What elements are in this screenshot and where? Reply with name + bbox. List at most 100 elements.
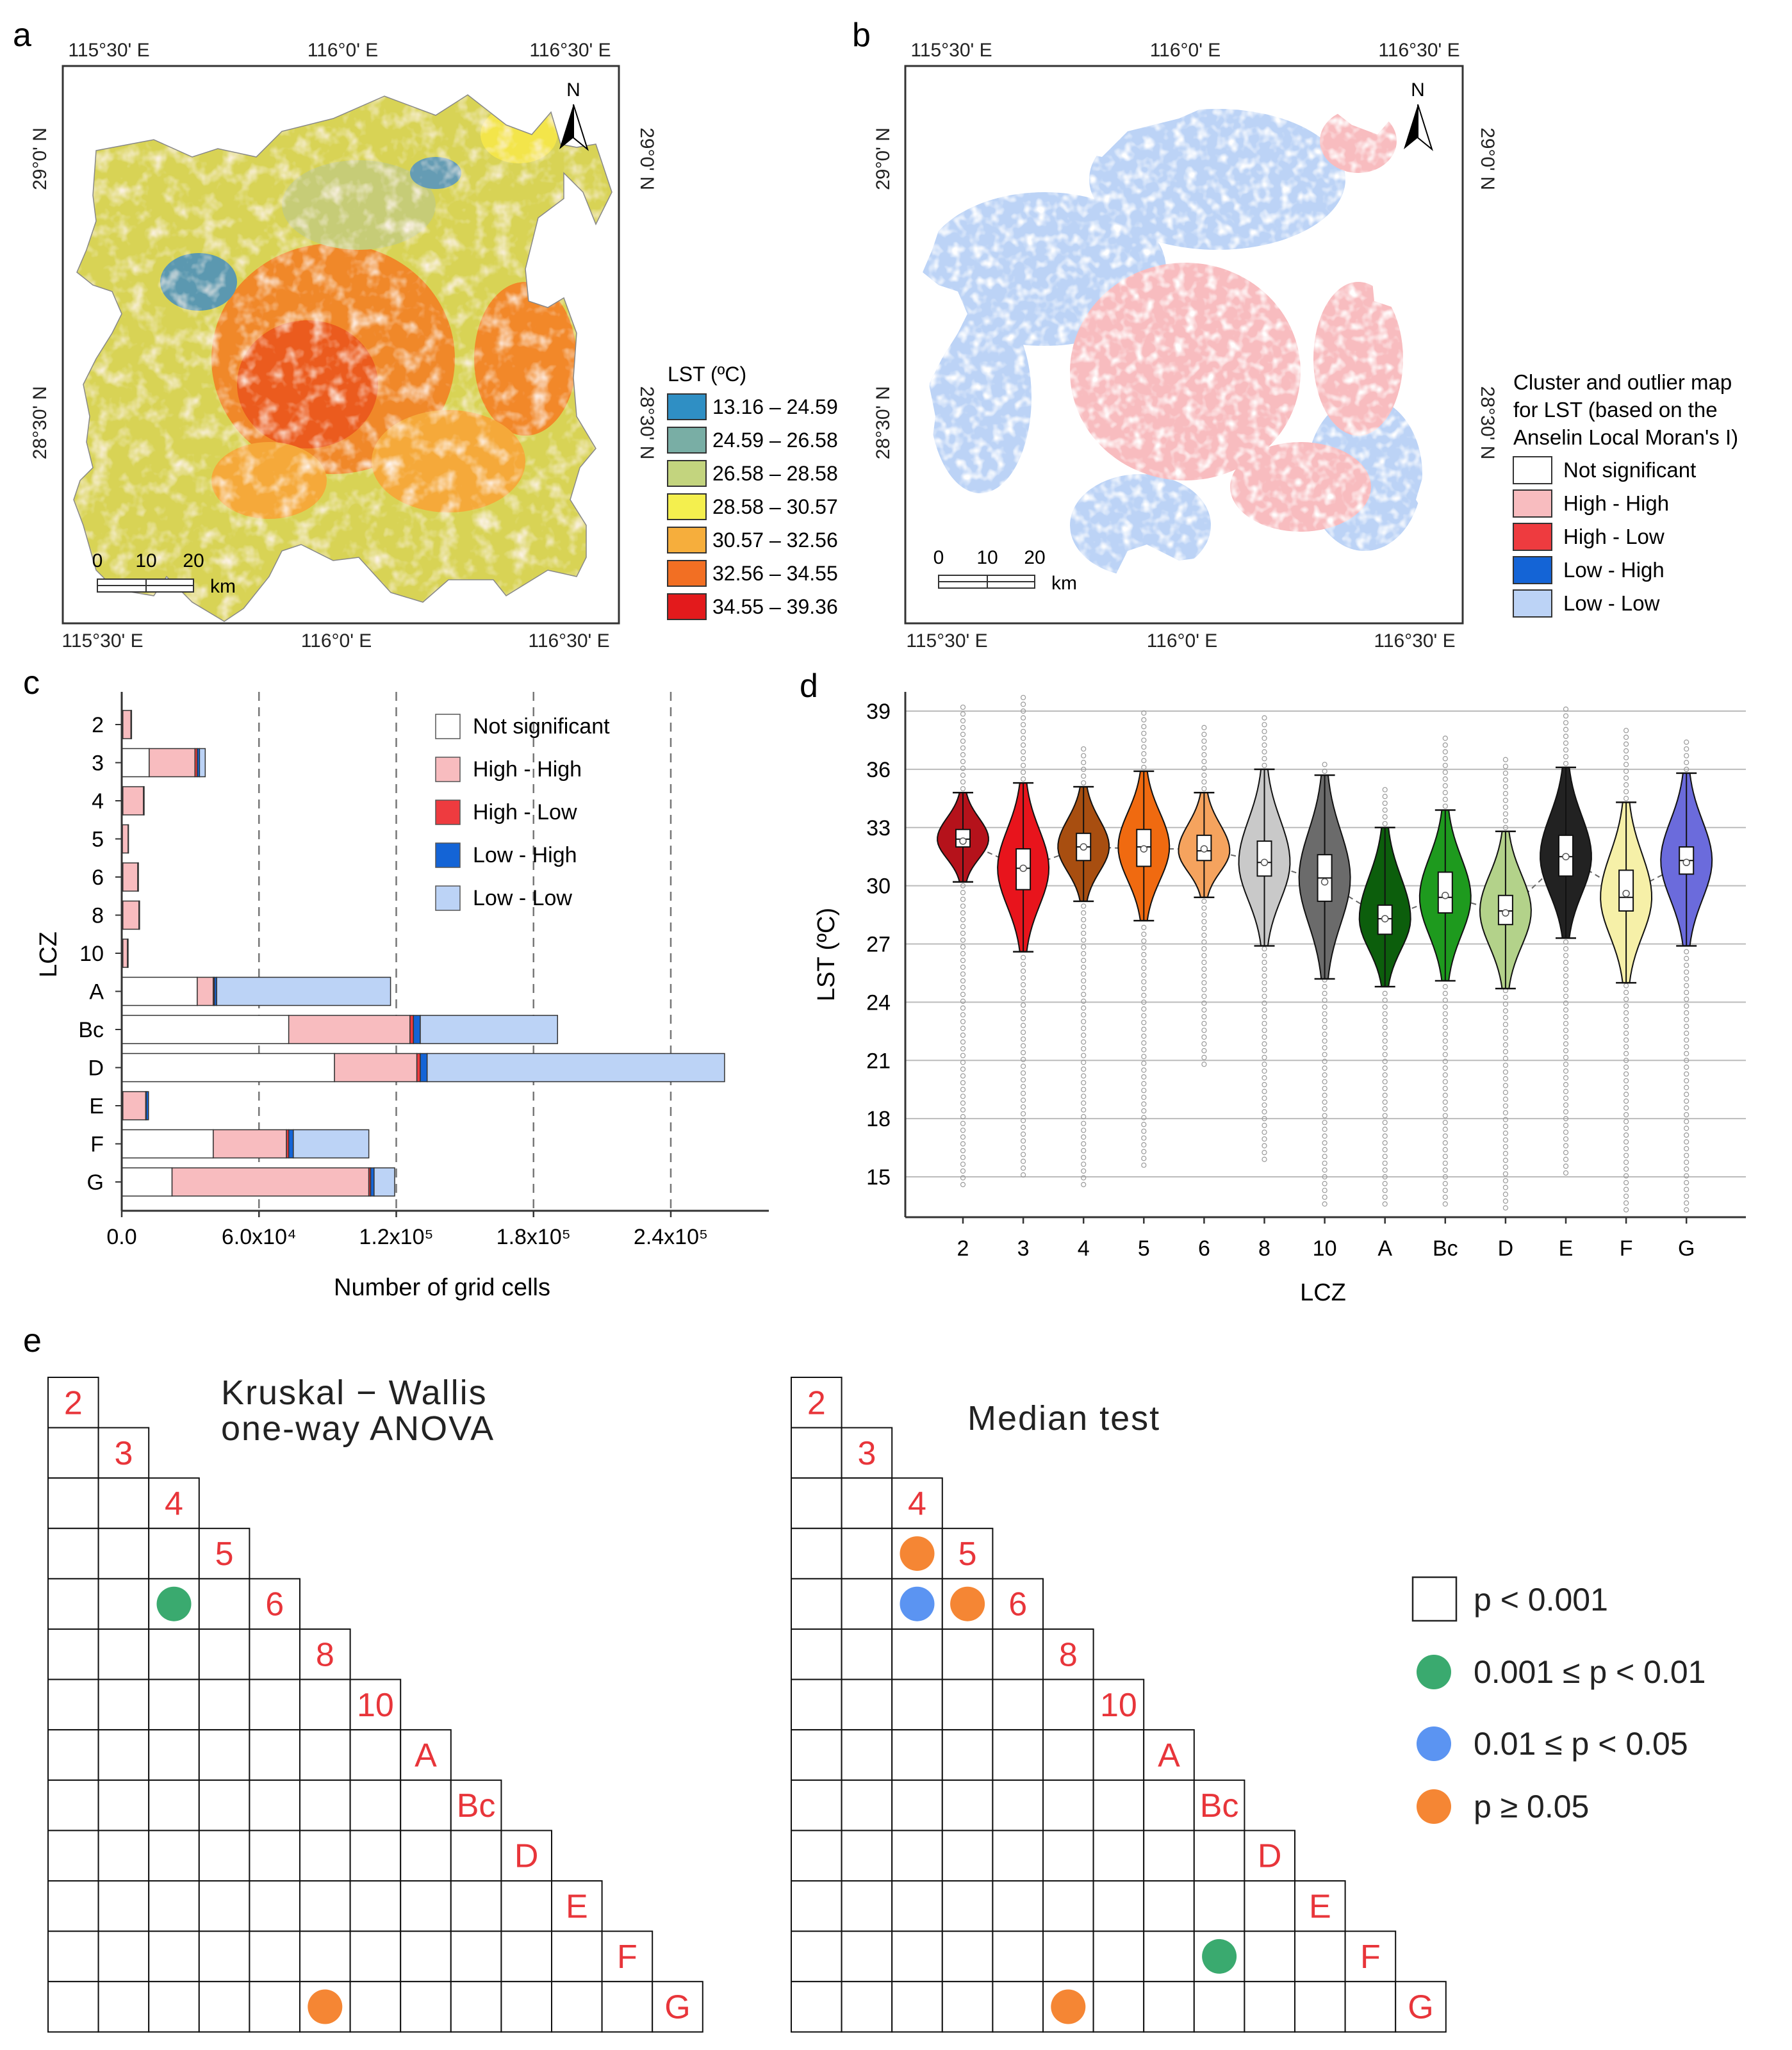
d-outlier-5 (1141, 979, 1147, 985)
d-outlier-10 (1322, 1113, 1328, 1119)
d-outlier-A (1382, 800, 1388, 806)
e0-cell (97, 1678, 150, 1731)
d-outlier-D (1502, 1110, 1508, 1116)
d-outlier-D (1502, 764, 1508, 769)
e0-matrix-title-1: one-way ANOVA (221, 1409, 495, 1448)
d-outlier-6 (1201, 779, 1207, 785)
d-outlier-G (1684, 1003, 1689, 1009)
d-outlier-D (1502, 798, 1508, 803)
e1-cell (941, 1930, 994, 1983)
e0-cell (349, 1981, 402, 2033)
c-category-label-10: E (89, 1094, 104, 1119)
d-outlier-8 (1262, 1007, 1267, 1013)
d-outlier-G (1684, 753, 1689, 758)
e1-significance-dot-1 (900, 1586, 935, 1621)
d-outlier-A (1382, 1126, 1388, 1132)
lon-tick-bottom-3: 116°30' E (528, 630, 609, 652)
svg-text:20: 20 (183, 550, 204, 571)
d-outlier-6 (1201, 987, 1207, 992)
d-outlier-F (1623, 762, 1629, 767)
e-legend-label-3: p ≥ 0.05 (1474, 1789, 1589, 1824)
d-outlier-2 (960, 992, 966, 997)
d-outlier-F (1623, 1092, 1629, 1097)
d-outlier-10 (1322, 1099, 1328, 1105)
d-outlier-F (1623, 1160, 1629, 1165)
d-outlier-3 (1020, 1165, 1026, 1171)
svg-text:km: km (210, 576, 236, 597)
d-outlier-A (1382, 1024, 1388, 1030)
d-outlier-4 (1081, 1032, 1087, 1038)
c-legend-label-0: Not significant (473, 714, 610, 739)
d-outlier-6 (1201, 919, 1207, 924)
d-outlier-5 (1141, 999, 1147, 1005)
d-outlier-10 (1322, 1072, 1328, 1078)
d-category-label-G: G (1678, 1236, 1695, 1261)
c-category-label-0: 2 (92, 713, 104, 737)
e0-cell (97, 1930, 150, 1983)
e1-cell (891, 1930, 943, 1983)
e1-cell (791, 1477, 843, 1529)
c-bar-G-3 (370, 1167, 375, 1197)
e0-cell (97, 1578, 150, 1630)
e1-cell (941, 1779, 994, 1832)
d-outlier-A (1382, 807, 1388, 813)
e1-cell (992, 1678, 1044, 1731)
d-outlier-4 (1081, 1079, 1087, 1086)
d-outlier-Bc (1442, 1086, 1448, 1092)
e0-cell (148, 1981, 200, 2033)
d-outlier-8 (1262, 1021, 1267, 1026)
d-outlier-4 (1081, 1175, 1087, 1181)
lat-tick-right-1b: 29°0' N (1477, 127, 1498, 190)
e1-cell (992, 1578, 1044, 1630)
e0-cell (97, 1427, 150, 1479)
d-outlier-G (1684, 1098, 1689, 1104)
d-outlier-G (1684, 1058, 1689, 1063)
d-outlier-F (1623, 1098, 1629, 1104)
d-outlier-D (1502, 818, 1508, 824)
d-outlier-G (1684, 1037, 1689, 1043)
d-outlier-5 (1141, 1101, 1147, 1107)
d-outlier-2 (960, 1148, 966, 1154)
e1-cell (791, 1578, 843, 1630)
d-outlier-5 (1141, 986, 1147, 992)
d-outlier-4 (1081, 951, 1087, 956)
d-outlier-A (1382, 1120, 1388, 1126)
e0-cell (148, 1880, 200, 1932)
d-outlier-8 (1262, 994, 1267, 999)
d-outlier-F (1623, 782, 1629, 788)
d-outlier-F (1623, 1200, 1629, 1206)
d-outlier-E (1563, 1000, 1569, 1006)
d-outlier-2 (960, 930, 966, 936)
c-xtick-label-4: 2.4x10⁵ (634, 1225, 708, 1249)
c-category-label-1: 3 (92, 751, 104, 776)
d-outlier-10 (1322, 1079, 1328, 1085)
d-outlier-5 (1141, 1142, 1147, 1148)
d-outlier-3 (1020, 735, 1026, 741)
e1-cell (992, 1830, 1044, 1882)
d-ytick-label-8: 39 (866, 700, 891, 724)
d-outlier-4 (1081, 780, 1087, 786)
d-outlier-E (1563, 1116, 1569, 1122)
e0-cell (249, 1779, 300, 1832)
d-outlier-6 (1201, 1054, 1207, 1060)
e0-cell (148, 1628, 200, 1680)
c-bar-G-0 (121, 1167, 173, 1197)
e1-cell (1143, 1930, 1195, 1983)
e1-cell (841, 1678, 893, 1731)
d-outlier-2 (960, 903, 966, 909)
d-outlier-5 (1141, 931, 1147, 937)
d-ytick-label-5: 30 (866, 874, 891, 899)
d-outlier-4 (1081, 1073, 1087, 1079)
d-outlier-10 (1322, 1052, 1328, 1058)
d-outlier-A (1382, 1004, 1388, 1010)
d-outlier-Bc (1442, 1072, 1448, 1078)
d-outlier-2 (960, 917, 966, 922)
d-outlier-8 (1262, 1143, 1267, 1149)
d-outlier-F (1623, 1119, 1629, 1124)
e1-cell (841, 1729, 893, 1781)
d-outlier-10 (1322, 1024, 1328, 1030)
d-outlier-D (1502, 1137, 1508, 1143)
d-outlier-Bc (1442, 1181, 1448, 1186)
d-outlier-10 (1322, 1147, 1328, 1152)
c-y-axis-title: LCZ (35, 931, 62, 978)
